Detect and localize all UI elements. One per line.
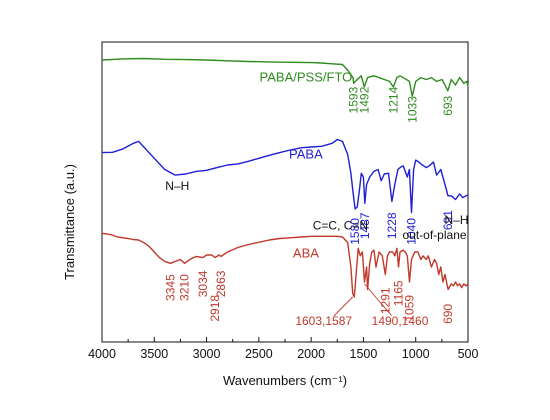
band-label: 1490,1460 — [372, 314, 429, 328]
x-tick-label: 2000 — [297, 347, 325, 361]
x-tick-label: 2500 — [245, 347, 273, 361]
peak-label: 1492 — [357, 86, 371, 113]
peak-label: 1580 — [348, 218, 362, 245]
peak-label: 3034 — [196, 270, 210, 297]
band-label: N–H — [444, 213, 468, 227]
band-label: N–H — [165, 179, 189, 193]
peak-label: 1593 — [347, 86, 361, 113]
peak-label: 693 — [441, 95, 455, 115]
peak-label: 3345 — [164, 274, 178, 301]
axes: 4000 3500 3000 2500 2000 1500 1000 500 — [88, 41, 479, 361]
peak-label: 2918 — [208, 295, 222, 322]
series-line-aba — [101, 232, 469, 298]
peak-label: 1291 — [378, 287, 392, 314]
x-tick-label: 1500 — [350, 347, 378, 361]
peak-label: 3210 — [178, 274, 192, 301]
series-line-paba-pss-fto — [101, 57, 469, 98]
x-axis-title: Wavenumbers (cm⁻¹) — [223, 373, 347, 388]
x-tick-label: 3500 — [140, 347, 168, 361]
peak-label: 1059 — [403, 295, 417, 322]
leader-line — [364, 283, 393, 317]
peak-label: 2863 — [214, 270, 228, 297]
peak-label: 1033 — [405, 96, 419, 123]
series-label: ABA — [293, 246, 319, 261]
x-tick-label: 1000 — [402, 347, 430, 361]
peak-label: 690 — [441, 304, 455, 324]
peak-label: 691 — [441, 210, 455, 230]
peak-label: 1165 — [392, 280, 406, 306]
x-tick-label: 500 — [458, 347, 479, 361]
series-lines — [101, 57, 469, 298]
band-label: C=C, C=N — [313, 219, 368, 233]
series-label: PABA — [289, 146, 323, 161]
band-label: 1603,1587 — [295, 314, 352, 328]
peak-label: 1228 — [385, 212, 399, 239]
y-axis-title: Transmittance (a.u.) — [62, 164, 77, 280]
peak-label: 1487 — [358, 212, 372, 239]
series-line-paba — [101, 138, 469, 214]
x-tick-label: 3000 — [193, 347, 221, 361]
peak-label: 1040 — [405, 218, 419, 245]
peak-label: 1214 — [386, 86, 400, 113]
leader-line — [333, 296, 353, 317]
x-tick-label: 4000 — [88, 347, 116, 361]
series-label: PABA/PSS/FTO — [260, 69, 353, 84]
band-label: out-of-plane — [403, 228, 467, 242]
